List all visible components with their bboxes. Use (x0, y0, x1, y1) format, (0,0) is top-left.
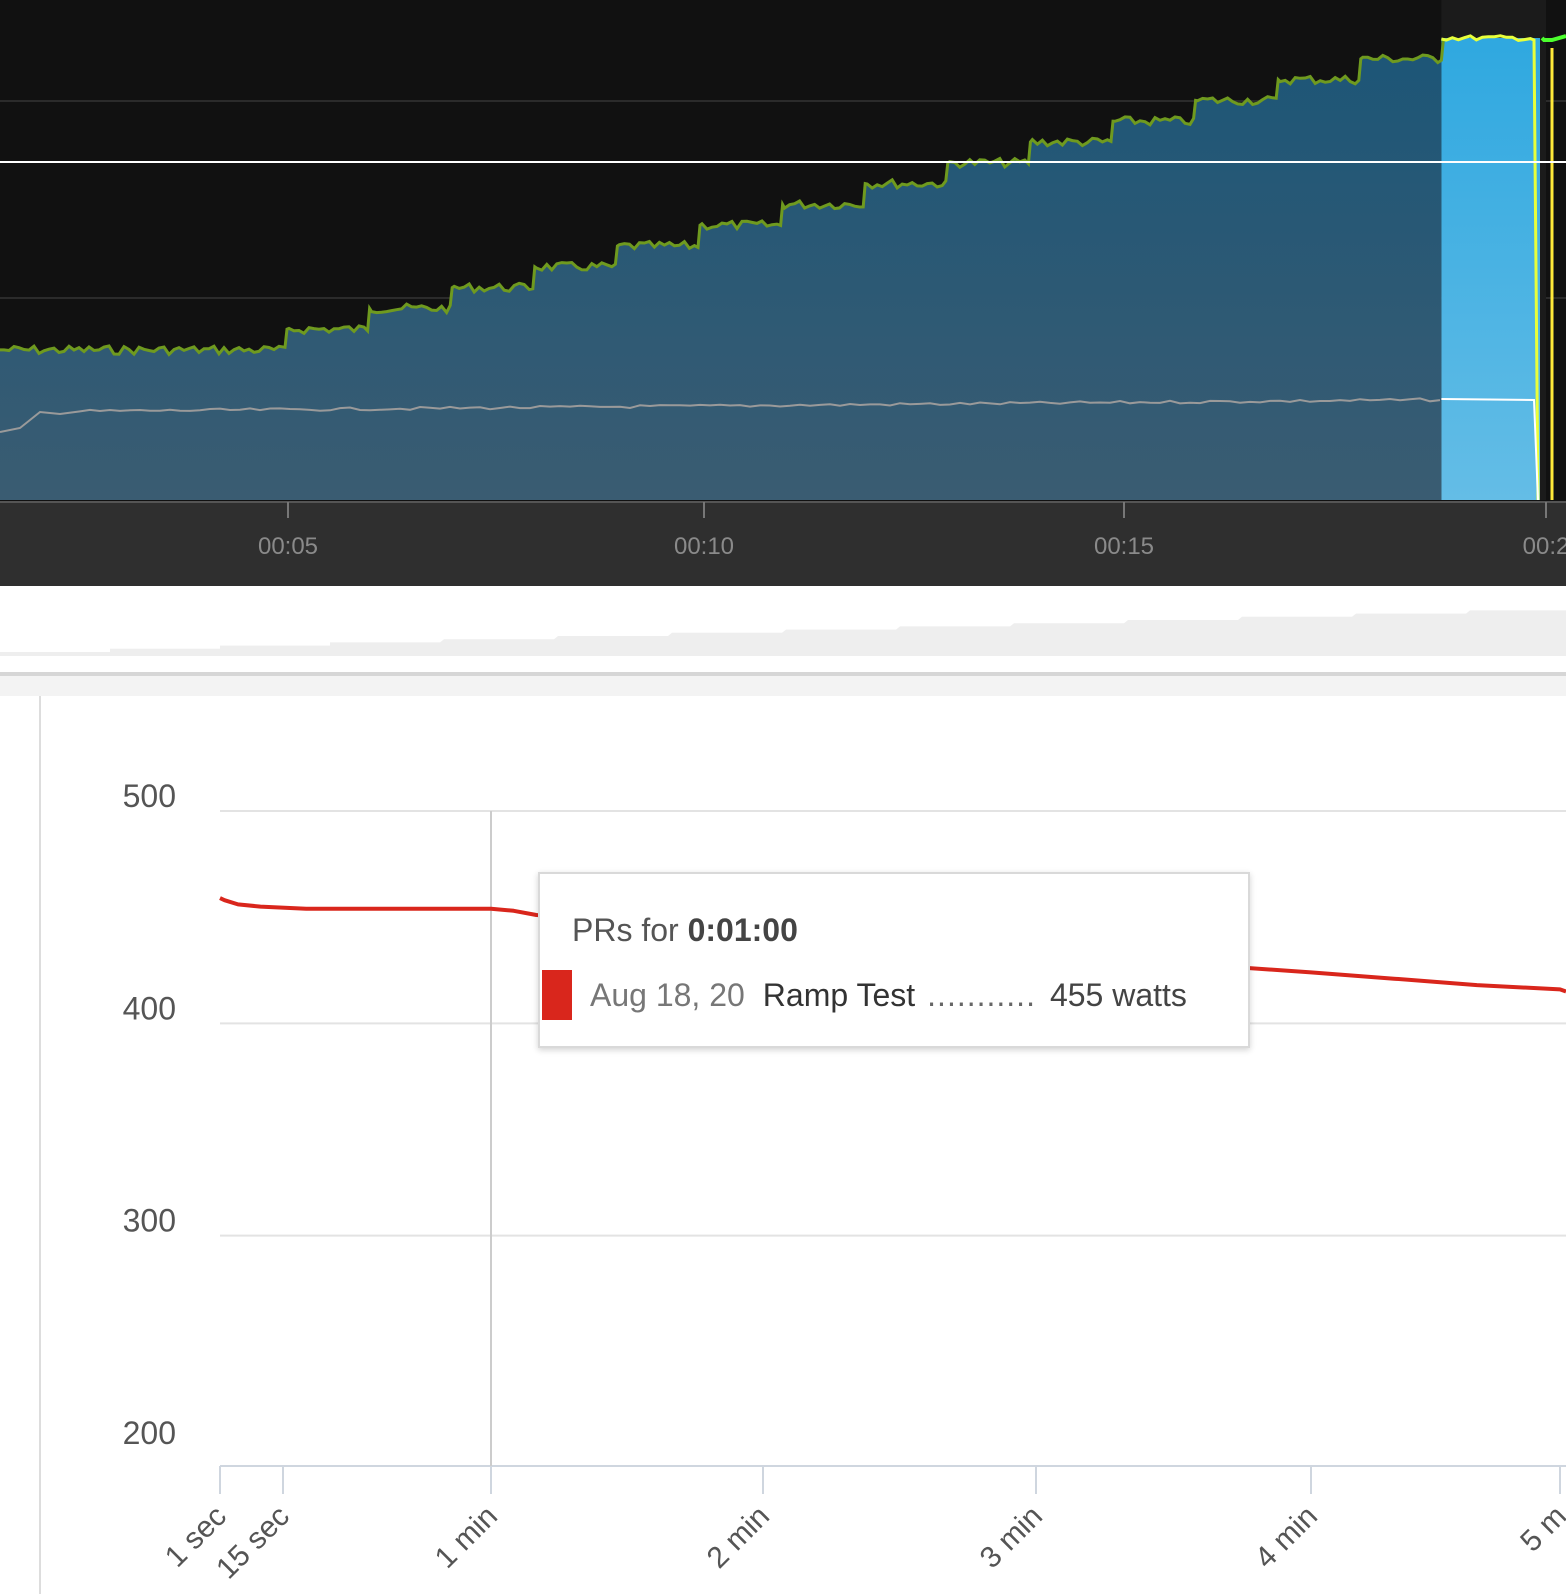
time-axis-bg (0, 502, 1566, 586)
tooltip-series-swatch (542, 970, 572, 1020)
tooltip-date: Aug 18, 20 (590, 976, 745, 1013)
pr-tooltip: PRs for 0:01:00 Aug 18, 20 Ramp Test ...… (538, 872, 1250, 1048)
time-axis-tick-label: 00:10 (674, 533, 734, 560)
power-line-next (1540, 34, 1566, 42)
pr-x-tick-label: 15 sec (210, 1500, 296, 1586)
pr-y-tick-label: 500 (123, 778, 176, 814)
pr-y-tick-label: 400 (123, 990, 176, 1026)
pr-x-tick-label: 3 min (974, 1500, 1049, 1575)
pr-x-tick-label: 4 min (1249, 1500, 1324, 1575)
tooltip-title-value: 0:01:00 (687, 912, 798, 948)
tooltip-title-prefix: PRs for (572, 912, 679, 948)
heart-rate-line-highlight (1441, 398, 1539, 501)
tooltip-title: PRs for 0:01:00 (572, 912, 798, 949)
pr-y-tick-label: 300 (123, 1203, 176, 1239)
tooltip-value: 455 watts (1049, 976, 1187, 1013)
highlight-area-fill (1441, 38, 1540, 500)
tooltip-leader-dots: ........... (927, 976, 1036, 1013)
range-selector-svg[interactable] (0, 586, 1566, 696)
pr-x-tick-label: 5 m (1514, 1500, 1566, 1559)
power-line-highlight (1441, 34, 1540, 501)
pr-x-tick-label: 1 min (429, 1500, 504, 1575)
range-selector-strip[interactable] (0, 586, 1566, 696)
pr-x-tick-label: 2 min (701, 1500, 776, 1575)
activity-power-chart[interactable]: 00:05 00:10 00:15 00:2 (0, 0, 1566, 586)
range-strip-area (0, 607, 1566, 656)
time-axis-tick-label: 00:15 (1094, 533, 1154, 560)
tooltip-activity-name: Ramp Test (762, 976, 916, 1013)
power-pr-curve-chart[interactable]: 500 400 300 200 1 sec 15 sec 1 min 2 min 3 min 4 … (0, 696, 1566, 1594)
pr-y-tick-label: 200 (123, 1415, 176, 1451)
range-strip-bottom (0, 674, 1566, 696)
time-axis-tick-label: 00:2 (1523, 533, 1566, 560)
power-area-fill (0, 55, 1442, 500)
activity-chart-svg[interactable]: 00:05 00:10 00:15 00:2 (0, 0, 1566, 586)
time-axis-tick-label: 00:05 (258, 533, 318, 560)
heart-rate-line (0, 397, 1441, 433)
tooltip-entry: Aug 18, 20 Ramp Test ........... 455 wat… (540, 970, 1187, 1020)
power-line (0, 39, 1445, 357)
